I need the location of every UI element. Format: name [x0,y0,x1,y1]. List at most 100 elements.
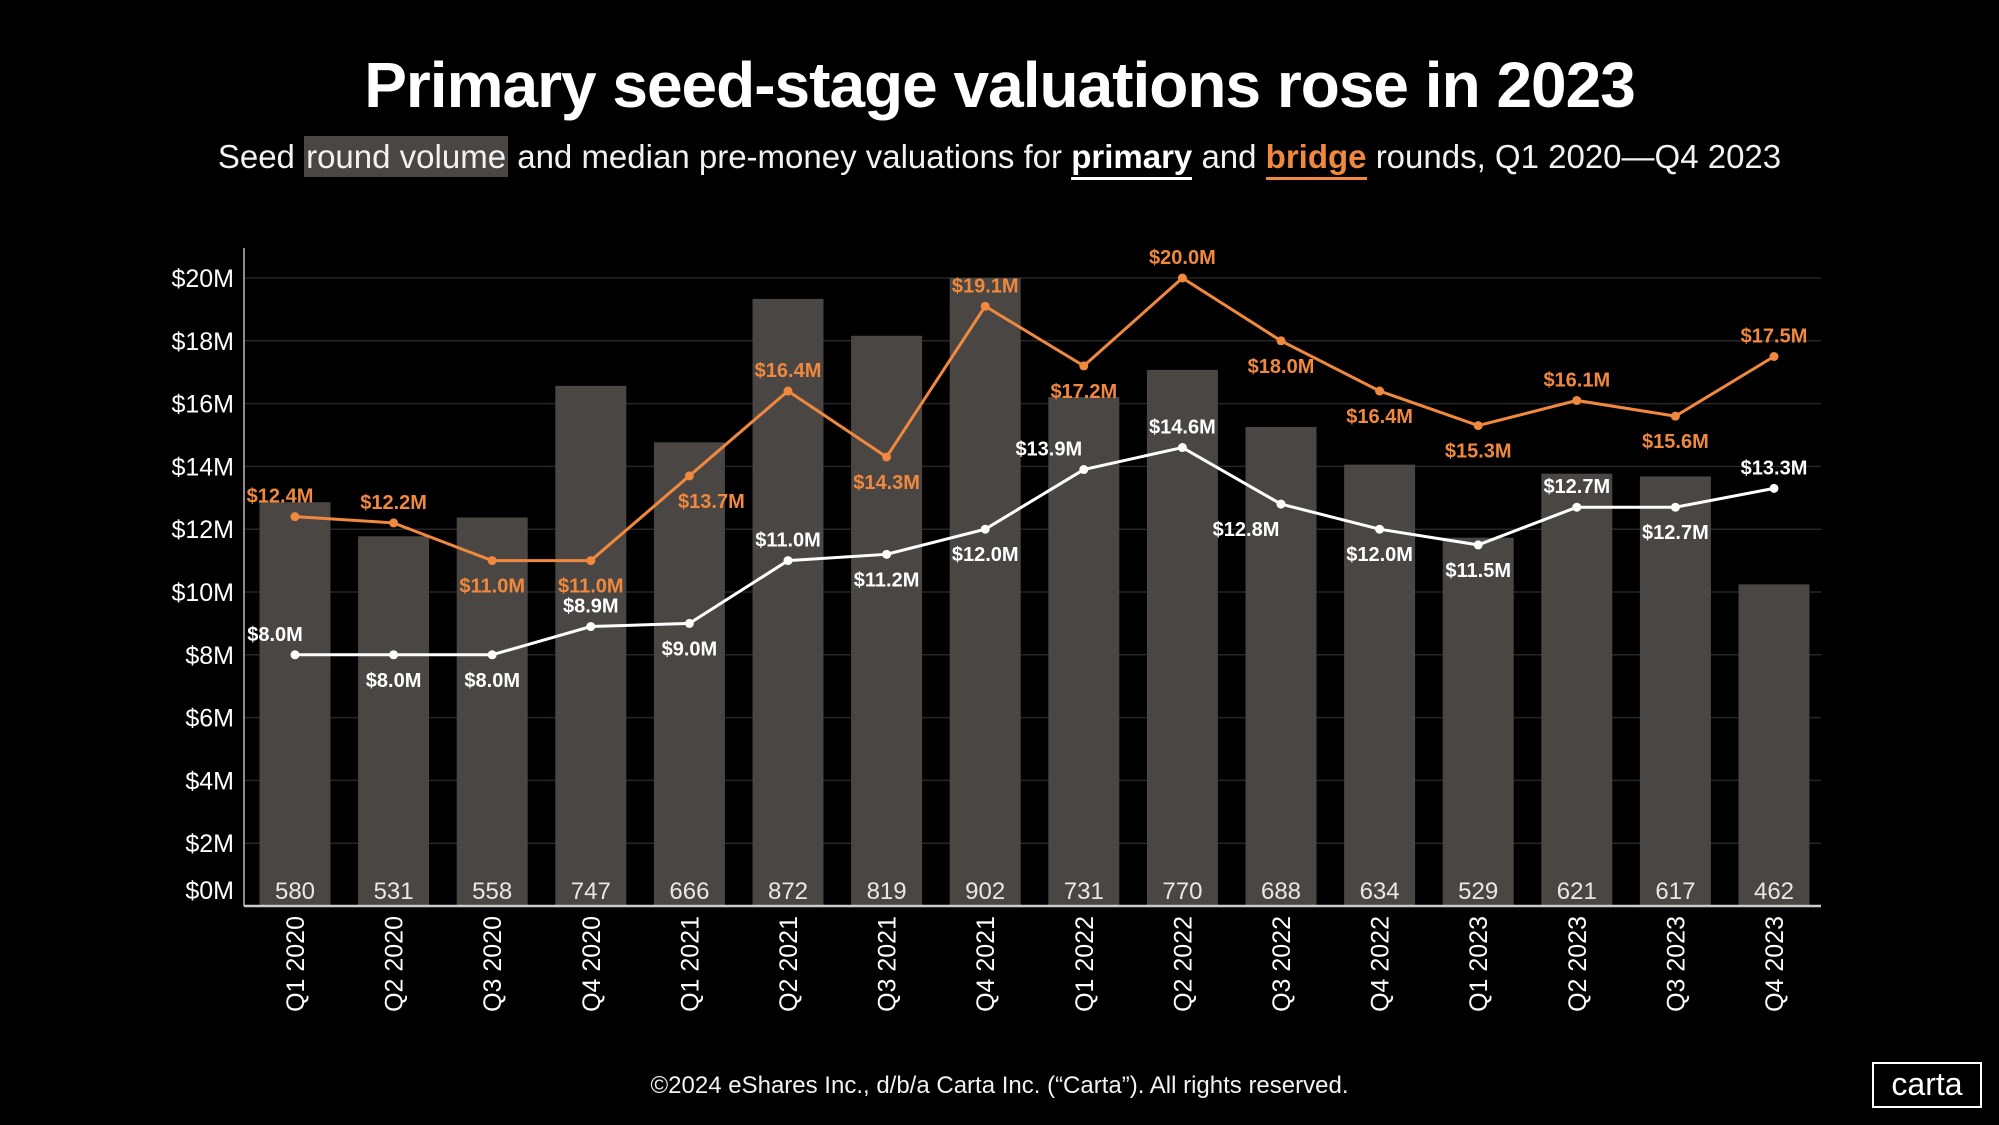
bridge-data-label: $17.5M [1741,326,1808,348]
subtitle-text: Seed [217,138,295,175]
volume-bar [1146,369,1218,906]
volume-label: 462 [1754,878,1794,905]
bridge-data-label: $19.1M [952,275,1019,297]
primary-point [389,650,399,660]
primary-data-label: $12.0M [952,544,1019,566]
y-tick-label: $6M [185,705,234,733]
primary-point [487,650,497,660]
y-tick-label: $16M [171,391,234,419]
volume-label: 558 [472,878,512,905]
bridge-data-label: $14.3M [853,472,920,494]
x-tick-label: Q1 2020 [282,916,310,1012]
bridge-data-label: $17.2M [1050,381,1117,403]
volume-bar [752,298,824,906]
primary-point [1079,465,1089,475]
x-tick-label: Q2 2022 [1169,916,1197,1012]
volume-bar [1442,537,1514,906]
bridge-point [389,518,399,528]
primary-point [980,524,990,534]
primary-data-label: $11.0M [755,530,821,552]
volume-label: 617 [1655,878,1695,905]
volume-label: 747 [571,878,611,905]
bridge-data-label: $15.6M [1642,431,1709,453]
bridge-point [290,512,300,522]
y-tick-label: $14M [171,453,234,481]
bridge-data-label: $16.4M [1346,406,1413,428]
x-tick-label: Q4 2023 [1761,916,1789,1012]
bridge-data-label: $16.4M [755,360,822,382]
bridge-point [882,452,892,462]
primary-point [1769,483,1779,493]
x-tick-label: Q3 2020 [479,916,507,1012]
y-tick-label: $12M [171,516,234,544]
bridge-point [684,471,694,481]
primary-data-label: $14.6M [1149,417,1216,439]
y-tick-label: $8M [185,642,234,670]
x-tick-label: Q2 2021 [775,916,803,1012]
volume-bar [1048,397,1120,906]
x-tick-label: Q4 2021 [972,916,1000,1012]
volume-bar [358,536,430,906]
volume-bar [1541,473,1613,906]
primary-data-label: $8.0M [247,624,303,646]
bridge-point [783,386,793,396]
bridge-point [586,556,596,566]
bridge-data-label: $12.4M [247,486,314,508]
volume-label: 902 [965,878,1005,905]
bridge-data-label: $11.0M [558,576,624,598]
chart-title: Primary seed-stage valuations rose in 20… [364,49,1636,121]
primary-data-label: $12.8M [1213,519,1280,541]
volume-bar [949,278,1021,906]
chart-subtitle: Seed round volume and median pre-money v… [0,136,1999,180]
primary-data-label: $11.2M [854,569,920,591]
bridge-data-label: $20.0M [1149,247,1216,269]
primary-data-label: $13.3M [1741,457,1808,479]
bridge-point [1572,395,1582,405]
volume-bar [1245,426,1317,906]
y-tick-label: $4M [185,767,234,795]
x-tick-label: Q2 2023 [1564,916,1592,1012]
y-tick-label: $20M [171,265,234,293]
subtitle-text: and [1201,138,1257,175]
bridge-point [1177,273,1187,283]
volume-bar [851,335,923,907]
bridge-point [1276,336,1286,346]
volume-bar [555,385,627,906]
primary-data-label: $12.0M [1346,544,1413,566]
legend-primary: primary [1071,138,1193,180]
primary-point [1177,443,1187,453]
primary-point [586,622,596,632]
volume-bar [1344,464,1416,906]
x-tick-label: Q4 2020 [578,916,606,1012]
volume-label: 872 [768,878,808,905]
bridge-point [1670,411,1680,421]
primary-data-label: $8.9M [563,596,619,618]
volume-label: 531 [374,878,414,905]
y-tick-label: $18M [171,328,234,356]
x-tick-label: Q3 2023 [1662,916,1690,1012]
bridge-data-label: $15.3M [1445,441,1512,463]
primary-data-label: $13.9M [1015,439,1082,461]
primary-point [882,549,892,559]
bridge-data-label: $13.7M [678,491,745,513]
bridge-point [487,556,497,566]
volume-label: 688 [1261,878,1301,905]
x-tick-label: Q1 2021 [676,916,704,1012]
primary-line [295,445,1775,657]
volume-label: 770 [1162,878,1202,905]
y-tick-label: $10M [171,579,234,607]
volume-bar [456,517,528,906]
bridge-data-label: $18.0M [1248,356,1315,378]
volume-bar [653,442,725,906]
volume-label: 819 [867,878,907,905]
x-tick-label: Q4 2022 [1367,916,1395,1012]
bridge-point [1079,361,1089,371]
primary-data-label: $8.0M [366,670,422,692]
y-tick-label: $0M [185,877,234,905]
bridge-data-label: $12.2M [360,492,427,514]
primary-data-label: $8.0M [464,670,520,692]
primary-data-label: $12.7M [1543,476,1610,498]
x-tick-label: Q3 2022 [1268,916,1296,1012]
volume-label: 529 [1458,878,1498,905]
